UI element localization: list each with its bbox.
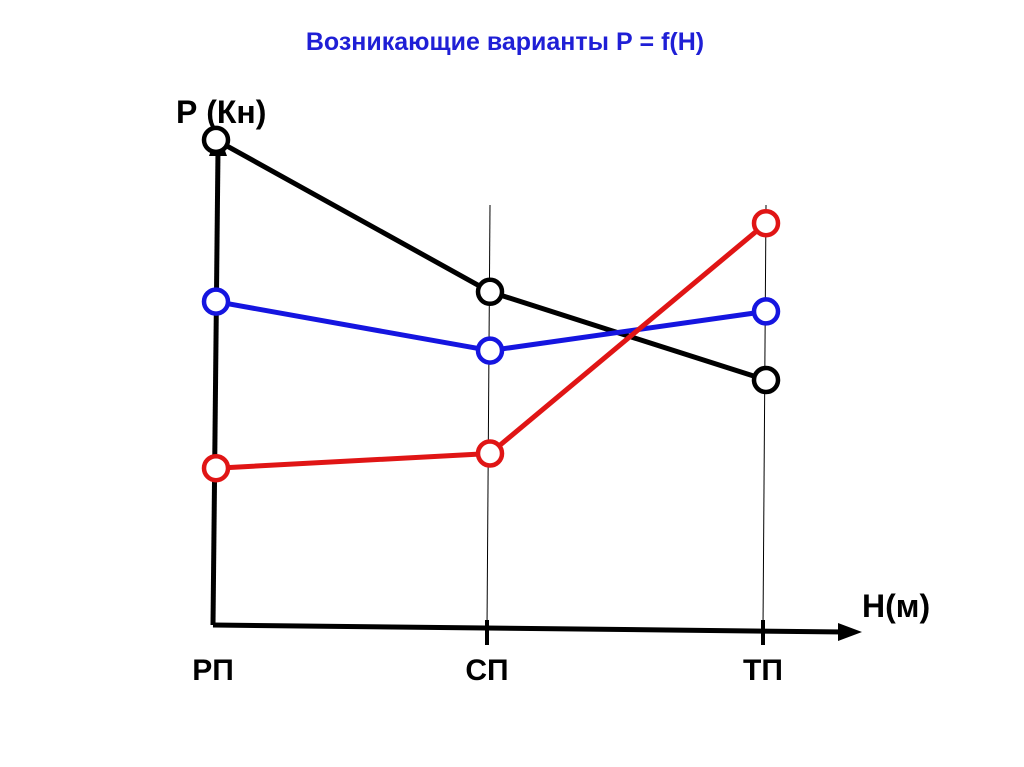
guide-line (762, 204, 767, 629)
data-point (475, 336, 505, 365)
data-point (201, 453, 231, 483)
x-axis-arrow (838, 623, 862, 641)
x-tick-label: ТП (743, 654, 783, 687)
data-point (475, 439, 505, 468)
x-tick-label: СП (465, 654, 508, 687)
data-point (201, 125, 231, 155)
data-point (751, 297, 781, 326)
data-point (475, 277, 505, 307)
y-axis-label: Р (Кн) (176, 94, 266, 130)
x-axis-label: Н(м) (862, 588, 930, 624)
data-point (201, 287, 231, 316)
y-axis-line (210, 149, 221, 626)
x-axis-line (212, 622, 846, 635)
category-guides (486, 204, 767, 629)
data-point (751, 365, 781, 395)
series-layer (201, 125, 781, 483)
data-point (751, 208, 781, 238)
x-tick-labels: РП СП ТП (192, 654, 783, 687)
x-tick-label: РП (192, 654, 234, 687)
guide-line (486, 204, 491, 629)
chart-title: Возникающие варианты Р = f(Н) (305, 28, 705, 56)
